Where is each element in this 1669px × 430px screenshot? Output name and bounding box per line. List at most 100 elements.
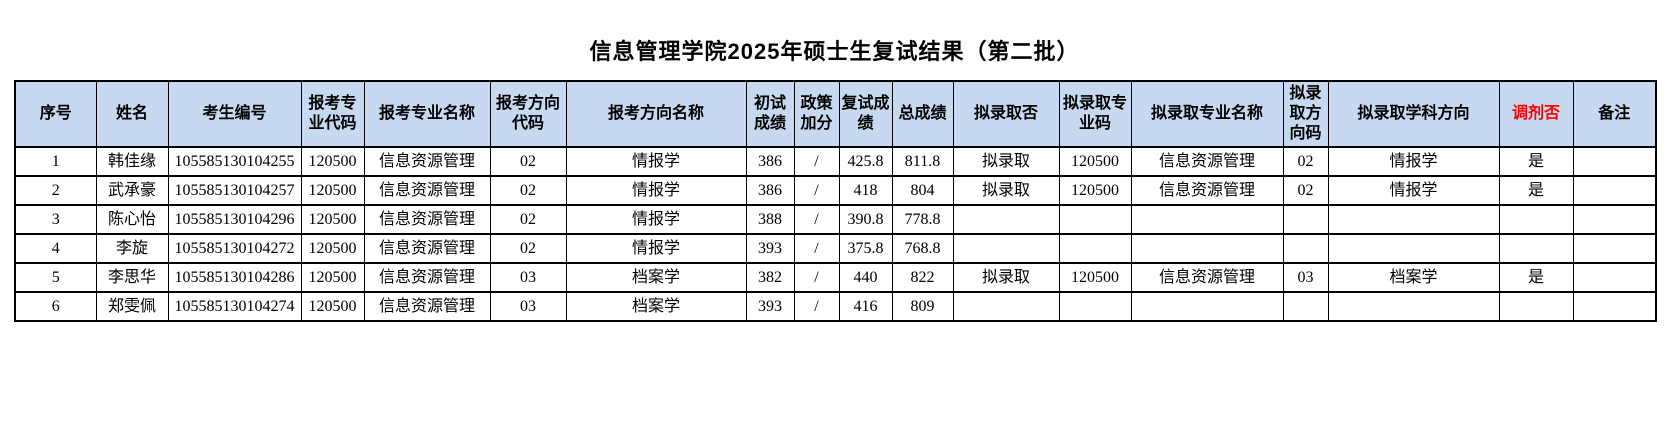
table-cell (1572, 233, 1657, 264)
table-cell (1327, 291, 1500, 322)
table-cell (1282, 291, 1329, 322)
column-header: 报考专业代码 (300, 80, 365, 148)
header-row: 序号 姓名 考生编号 报考专业代码 报考专业名称 报考方向代码 报考方向名称 初试成绩 政策加分… (14, 80, 1657, 148)
table-cell: 档案学 (565, 291, 747, 322)
table-cell (952, 204, 1060, 235)
table-cell: 120500 (300, 291, 365, 322)
column-header: 序号 (14, 80, 97, 148)
table-cell (1572, 175, 1657, 206)
table-cell: 120500 (1058, 175, 1132, 206)
table-cell: 是 (1498, 262, 1574, 293)
table-cell (1327, 233, 1500, 264)
table-cell: 105585130104296 (167, 204, 302, 235)
table-cell: / (793, 262, 840, 293)
table-cell: 804 (891, 175, 954, 206)
table-cell: 105585130104274 (167, 291, 302, 322)
table-cell: 信息资源管理 (363, 204, 491, 235)
table-cell (1282, 204, 1329, 235)
table-cell: 情报学 (565, 146, 747, 177)
table-cell: 是 (1498, 146, 1574, 177)
table-cell: / (793, 291, 840, 322)
column-header: 政策加分 (793, 80, 840, 148)
table-cell: 811.8 (891, 146, 954, 177)
column-header: 备注 (1572, 80, 1657, 148)
table-cell: 信息资源管理 (363, 175, 491, 206)
table-cell: 是 (1498, 175, 1574, 206)
column-header: 调剂否 (1498, 80, 1574, 148)
table-cell: 信息资源管理 (363, 146, 491, 177)
column-header: 拟录取专业码 (1058, 80, 1132, 148)
page-title: 信息管理学院2025年硕士生复试结果（第二批） (589, 39, 1080, 64)
table-cell: 418 (838, 175, 893, 206)
table-cell: 02 (1282, 146, 1329, 177)
column-header: 考生编号 (167, 80, 302, 148)
table-cell: 440 (838, 262, 893, 293)
table-row: 5 李思华 105585130104286 120500 信息资源管理 03 档案学 382/… (14, 262, 1657, 293)
table-cell: 信息资源管理 (363, 291, 491, 322)
table-cell: 档案学 (1327, 262, 1500, 293)
column-header: 初试成绩 (745, 80, 795, 148)
table-cell: 375.8 (838, 233, 893, 264)
table-cell: 5 (14, 262, 97, 293)
table-cell: 信息资源管理 (363, 233, 491, 264)
table-cell: 105585130104257 (167, 175, 302, 206)
column-header: 拟录取专业名称 (1130, 80, 1284, 148)
table-cell: / (793, 233, 840, 264)
table-cell: 拟录取 (952, 146, 1060, 177)
table-cell: 李旋 (95, 233, 169, 264)
table-cell: 416 (838, 291, 893, 322)
table-cell (1130, 204, 1284, 235)
table-cell: 拟录取 (952, 175, 1060, 206)
table-cell: 120500 (300, 204, 365, 235)
table-cell (1572, 204, 1657, 235)
column-header: 报考方向代码 (489, 80, 567, 148)
table-row: 1 韩佳缘 105585130104255 120500 信息资源管理 02 情报学 386/… (14, 146, 1657, 177)
table-cell: 信息资源管理 (1130, 175, 1284, 206)
column-header: 拟录取学科方向 (1327, 80, 1500, 148)
column-header: 拟录取方向码 (1282, 80, 1329, 148)
table-cell: 386 (745, 175, 795, 206)
table-cell: 386 (745, 146, 795, 177)
table-cell: 120500 (300, 262, 365, 293)
table-cell (1572, 291, 1657, 322)
table-cell: 105585130104286 (167, 262, 302, 293)
table-cell: 信息资源管理 (1130, 262, 1284, 293)
column-header: 报考方向名称 (565, 80, 747, 148)
table-cell: 3 (14, 204, 97, 235)
table-cell: / (793, 146, 840, 177)
table-cell: 822 (891, 262, 954, 293)
table-row: 2 武承豪 105585130104257 120500 信息资源管理 02 情报学 386/… (14, 175, 1657, 206)
table-cell: / (793, 204, 840, 235)
table-cell (1498, 204, 1574, 235)
results-table: 序号 姓名 考生编号 报考专业代码 报考专业名称 报考方向代码 报考方向名称 初试成绩 政策加分… (14, 80, 1657, 322)
column-header: 姓名 (95, 80, 169, 148)
table-cell (1498, 233, 1574, 264)
table-cell: 2 (14, 175, 97, 206)
table-cell: 03 (489, 262, 567, 293)
table-row: 4 李旋 105585130104272 120500 信息资源管理 02 情报学 393/3… (14, 233, 1657, 264)
table-cell (1327, 204, 1500, 235)
table-row: 3 陈心怡 105585130104296 120500 信息资源管理 02 情报学 388/… (14, 204, 1657, 235)
table-cell: 情报学 (565, 233, 747, 264)
table-cell: 02 (1282, 175, 1329, 206)
table-cell: 388 (745, 204, 795, 235)
table-cell (1058, 233, 1132, 264)
table-cell: 情报学 (565, 175, 747, 206)
table-cell (1130, 291, 1284, 322)
table-cell: 105585130104255 (167, 146, 302, 177)
table-cell: 390.8 (838, 204, 893, 235)
table-row: 6 郑雯佩 105585130104274 120500 信息资源管理 03 档案学 393/… (14, 291, 1657, 322)
table-cell: 809 (891, 291, 954, 322)
column-header: 总成绩 (891, 80, 954, 148)
table-cell: 情报学 (565, 204, 747, 235)
table-cell: 02 (489, 146, 567, 177)
table-cell (1282, 233, 1329, 264)
column-header: 复试成绩 (838, 80, 893, 148)
table-cell (952, 291, 1060, 322)
table-cell (1572, 262, 1657, 293)
table-cell: 1 (14, 146, 97, 177)
table-cell: 档案学 (565, 262, 747, 293)
table-cell: 信息资源管理 (1130, 146, 1284, 177)
table-cell: 郑雯佩 (95, 291, 169, 322)
table-cell: 382 (745, 262, 795, 293)
